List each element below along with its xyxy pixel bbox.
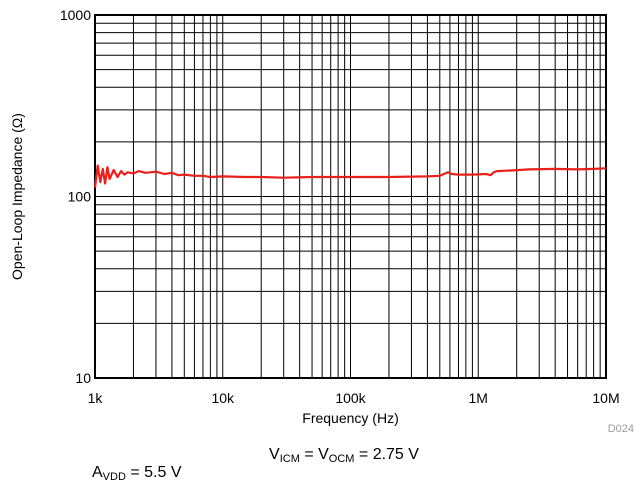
avdd-subscript: VDD (102, 471, 126, 483)
x-tick-label: 1M (469, 390, 488, 406)
vicm-subscript: ICM (279, 453, 300, 465)
common-mode-condition: VICM = VOCM = 2.75 V (244, 446, 444, 468)
vocm-subscript: OCM (328, 453, 355, 465)
x-tick-label: 100k (335, 390, 366, 406)
vcm-value: = 2.75 V (354, 446, 419, 463)
x-axis-label: Frequency (Hz) (302, 410, 398, 426)
series-line-impedance (93, 164, 607, 188)
y-tick-label: 10 (75, 370, 91, 386)
chart-grid (95, 15, 606, 378)
vicm-symbol: V (269, 446, 280, 463)
y-tick-label: 1000 (60, 7, 91, 23)
plot-frame (94, 14, 607, 379)
x-tick-labels: 1k 10k 100k 1M 10M (88, 390, 620, 406)
x-tick-label: 10M (592, 390, 619, 406)
x-tick-label: 1k (88, 390, 104, 406)
supply-condition: AVDD = 5.5 V (92, 464, 182, 486)
x-tick-label: 10k (211, 390, 235, 406)
vocm-symbol: = V (299, 446, 329, 463)
y-tick-labels: 10 100 1000 (60, 7, 91, 386)
figure-id: D024 (608, 423, 634, 435)
avdd-symbol: A (92, 464, 103, 481)
avdd-value: = 5.5 V (125, 464, 182, 481)
y-axis-label: Open-Loop Impedance (Ω) (9, 113, 25, 280)
y-tick-label: 100 (68, 189, 92, 205)
